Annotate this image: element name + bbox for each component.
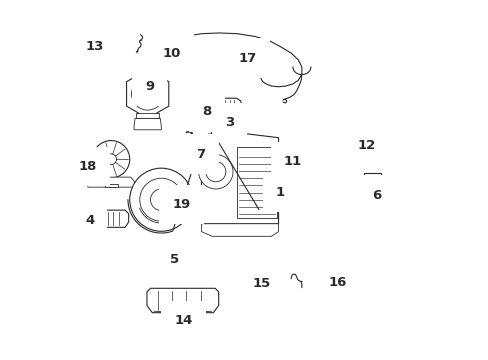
Text: 12: 12 [357, 139, 375, 152]
Text: 5: 5 [170, 253, 179, 266]
Polygon shape [88, 177, 134, 187]
Text: 10: 10 [163, 47, 181, 60]
Bar [199, 145, 217, 158]
Bar [228, 113, 232, 116]
Polygon shape [97, 41, 112, 51]
Polygon shape [134, 118, 161, 130]
Bar [105, 42, 109, 50]
Bar [237, 147, 276, 219]
Bar [363, 173, 380, 212]
Bar [104, 184, 117, 187]
Text: 17: 17 [238, 51, 256, 64]
Text: 18: 18 [78, 160, 97, 173]
Circle shape [198, 154, 233, 189]
Circle shape [105, 154, 116, 165]
Bar [100, 42, 104, 50]
Circle shape [266, 276, 271, 281]
Polygon shape [211, 98, 241, 116]
Text: 9: 9 [144, 80, 154, 93]
Text: 3: 3 [224, 116, 234, 129]
Circle shape [131, 78, 163, 110]
Text: 7: 7 [196, 148, 205, 161]
Bar [355, 140, 363, 149]
Text: 16: 16 [328, 276, 346, 289]
Circle shape [92, 140, 129, 178]
Bar [202, 140, 214, 145]
Circle shape [129, 168, 192, 231]
Polygon shape [201, 131, 284, 224]
Circle shape [140, 178, 183, 221]
Text: 15: 15 [252, 277, 270, 290]
Polygon shape [147, 288, 218, 313]
Polygon shape [352, 138, 366, 150]
Bar [136, 113, 159, 118]
Circle shape [229, 105, 236, 113]
Circle shape [183, 196, 196, 209]
Text: 13: 13 [85, 40, 103, 53]
Polygon shape [197, 121, 211, 134]
Polygon shape [264, 270, 280, 288]
Circle shape [272, 276, 277, 281]
Bar [162, 38, 172, 45]
Circle shape [150, 189, 172, 211]
Circle shape [205, 162, 225, 182]
Bar [281, 155, 285, 161]
Polygon shape [96, 210, 128, 227]
Text: 2: 2 [185, 130, 194, 144]
Text: 6: 6 [372, 189, 381, 202]
Polygon shape [201, 224, 278, 236]
Circle shape [169, 241, 184, 257]
Bar [227, 116, 233, 127]
Circle shape [186, 199, 193, 206]
Text: 19: 19 [172, 198, 190, 211]
Circle shape [140, 87, 155, 101]
Text: 1: 1 [275, 186, 285, 199]
Text: 14: 14 [174, 314, 192, 327]
Text: 4: 4 [85, 214, 94, 227]
Polygon shape [278, 153, 293, 163]
Text: 11: 11 [283, 155, 302, 168]
Polygon shape [278, 188, 284, 202]
Polygon shape [126, 69, 168, 118]
Circle shape [172, 244, 181, 253]
Text: 8: 8 [202, 105, 211, 118]
